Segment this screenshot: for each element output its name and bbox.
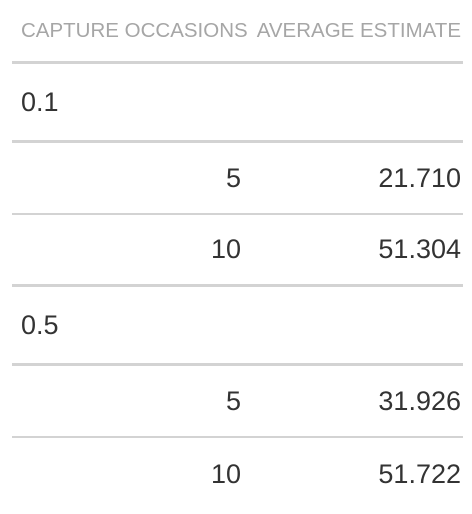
cell-capture-occasions: 10 (210, 234, 241, 264)
group-row: 0.5 (12, 287, 463, 366)
cell-average-estimate: 21.710 (378, 162, 461, 193)
cell-average-estimate: 51.304 (378, 234, 461, 264)
cell-average-estimate: 31.926 (378, 385, 461, 416)
cell-capture-occasions: 5 (225, 162, 241, 193)
cell-average-estimate: 51.722 (378, 458, 461, 489)
table-row: 10 51.304 (12, 215, 463, 287)
table-header-row: CAPTURE OCCASIONS AVERAGE ESTIMATE (12, 0, 463, 64)
group-row: 0.1 (12, 64, 463, 143)
table-row: 5 21.710 (12, 143, 463, 215)
cell-capture-occasions: 10 (210, 458, 241, 489)
table-row: 10 51.722 (12, 438, 463, 510)
header-average-estimate: AVERAGE ESTIMATE (256, 18, 461, 42)
table-row: 5 31.926 (12, 366, 463, 438)
header-capture-occasions: CAPTURE OCCASIONS (21, 18, 248, 42)
results-table: CAPTURE OCCASIONS AVERAGE ESTIMATE 0.1 5… (12, 0, 463, 510)
cell-capture-occasions: 5 (225, 385, 241, 416)
